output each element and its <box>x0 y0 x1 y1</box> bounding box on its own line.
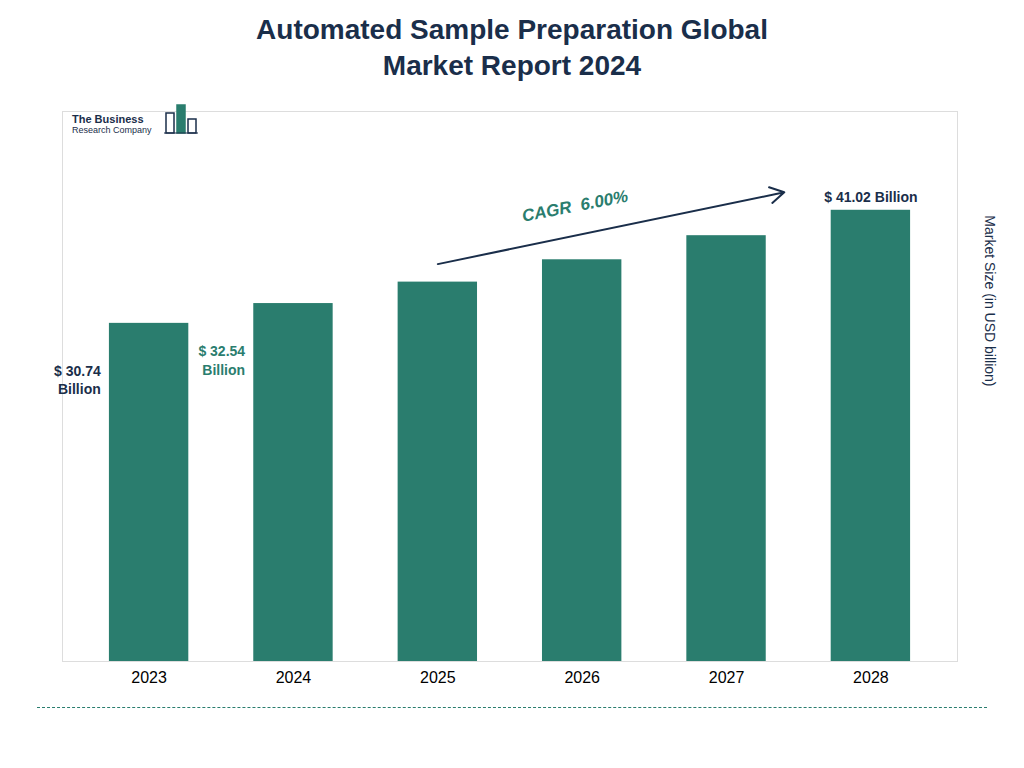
html-text:The Business: The Business <box>72 112 144 125</box>
svg-text:$ 41.02 Billion: $ 41.02 Billion <box>824 189 917 205</box>
svg-text:2024: 2024 <box>276 669 312 686</box>
svg-text:2023: 2023 <box>131 669 167 686</box>
svg-text:2027: 2027 <box>709 669 745 686</box>
html-text:Research Company: Research Company <box>72 124 152 135</box>
svg-text:2028: 2028 <box>853 669 889 686</box>
svg-text:Market Size (in USD billion): Market Size (in USD billion) <box>982 215 998 386</box>
html-text:Automated Sample Preparation G: Automated Sample Preparation Global Mark… <box>256 14 768 82</box>
svg-text:2025: 2025 <box>420 669 456 686</box>
svg-text:$ 32.54Billion: $ 32.54Billion <box>198 343 245 377</box>
svg-text:$ 30.74Billion: $ 30.74Billion <box>54 363 101 397</box>
svg-text:2026: 2026 <box>564 669 600 686</box>
svg-text:CAGR 6.00%: CAGR 6.00% <box>520 186 629 225</box>
